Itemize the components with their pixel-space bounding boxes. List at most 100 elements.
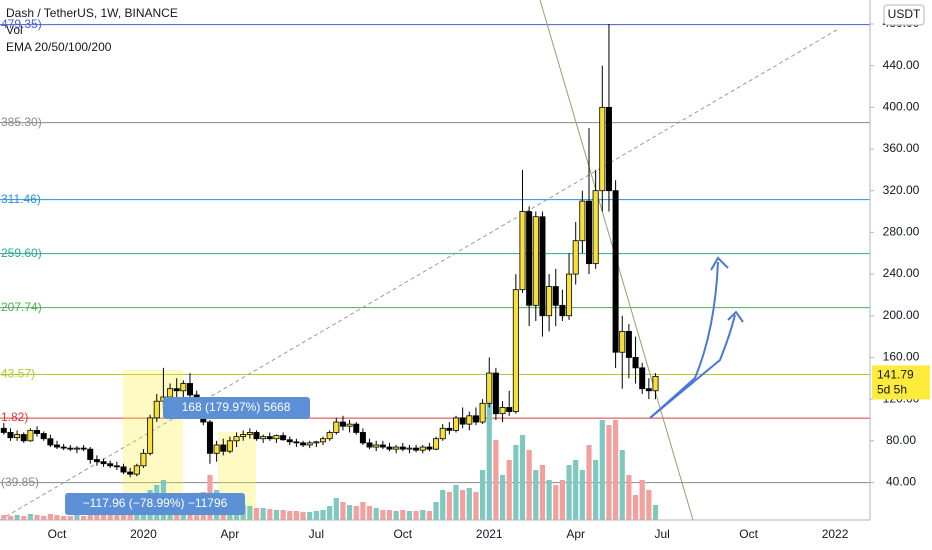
volume-bar (426, 511, 432, 520)
x-tick-label: Apr (566, 527, 585, 541)
volume-bar (406, 511, 413, 520)
volume-bar (593, 460, 599, 520)
candle-body (260, 436, 267, 440)
candle-body (233, 436, 240, 442)
candle-body (240, 434, 247, 438)
candle-body (14, 434, 21, 439)
candle-body (559, 304, 566, 317)
candle-body (20, 434, 27, 442)
volume-bar (646, 490, 652, 520)
candle-body (472, 415, 479, 423)
volume-bar (27, 514, 33, 520)
candle-body (27, 429, 34, 442)
volume-bar (100, 515, 107, 520)
candle-body (625, 330, 632, 358)
candle-body (140, 452, 147, 467)
candle-body (592, 190, 599, 265)
candle-body (452, 417, 459, 431)
volume-bar (340, 502, 346, 520)
volume-bar (626, 475, 632, 520)
candle-body (226, 440, 233, 452)
candle-body (426, 446, 433, 450)
volume-bar (493, 440, 499, 520)
candle-body (319, 438, 326, 443)
y-tick-label: 360.00 (883, 141, 920, 155)
candle-body (446, 427, 453, 431)
candle-body (486, 372, 493, 404)
level-label: (39.85) (1, 475, 39, 489)
candle-body (373, 444, 380, 448)
volume-bar (499, 475, 506, 520)
candle-body (100, 461, 107, 465)
fib-levels: 479.35) 385.30) 311.46) 259.60) 207.74) 43.57… (0, 17, 870, 489)
volume-bar (460, 490, 466, 520)
volume-bar (327, 506, 333, 520)
candle-body (406, 447, 413, 450)
volume-bar (386, 510, 393, 520)
volume-bar (360, 502, 366, 520)
level-label: 207.74) (1, 300, 42, 314)
measure-label: 168 (179.97%) 5668 (182, 400, 291, 414)
x-tick-label: Jul (654, 527, 669, 541)
volume-bar (54, 515, 60, 520)
volume-bar (347, 505, 353, 520)
volume-bar (120, 513, 127, 520)
volume-bar (420, 510, 426, 520)
candle-body (419, 446, 426, 451)
candle-body (439, 427, 446, 440)
volume-bar (280, 510, 286, 520)
volume-bar (366, 506, 373, 520)
candle-body (566, 273, 573, 317)
candle-body (512, 289, 519, 413)
candle-body (526, 211, 533, 306)
candle-body (326, 432, 333, 440)
candle-body (300, 442, 307, 446)
volume-bar (453, 485, 459, 520)
candle-body (605, 106, 612, 192)
measure-label-box (163, 397, 310, 419)
level-label: 43.57) (1, 367, 35, 381)
volume-bar (87, 512, 93, 520)
currency-button[interactable] (883, 4, 925, 26)
candle-body (393, 446, 400, 450)
measure-label: −117.96 (−78.99%) −11796 (83, 496, 228, 510)
y-tick-label: 160.00 (883, 350, 920, 364)
volume-bar (513, 445, 519, 520)
volume-bar (393, 511, 399, 520)
volume-bar (539, 465, 546, 520)
candle-body (293, 441, 300, 444)
level-label: 311.46) (1, 192, 41, 206)
candle-body (167, 388, 174, 398)
currency[interactable]: USDT (888, 7, 921, 21)
candle-body (586, 200, 593, 265)
candle-body (546, 286, 553, 317)
volume-bar (486, 380, 492, 520)
volume-bar (287, 511, 293, 520)
last-price: 141.79 (877, 368, 914, 382)
arrow (649, 261, 719, 419)
volume-bar (579, 470, 585, 520)
level-label: 385.30) (1, 115, 42, 129)
candle-body (359, 432, 366, 444)
volume-bar (41, 516, 47, 520)
volume-bar (67, 516, 73, 520)
candle-body (459, 417, 466, 425)
volume-bar (652, 505, 659, 520)
candle-body (60, 446, 67, 449)
x-tick-label: 2022 (822, 527, 849, 541)
volume-bar (1, 515, 7, 520)
candle-body (645, 388, 652, 392)
candle-body (73, 447, 80, 450)
x-tick-label: Oct (393, 527, 412, 541)
volume-bar (466, 488, 472, 520)
volume-bar (320, 510, 326, 520)
candle-body (7, 432, 14, 439)
volume-bar (127, 514, 133, 520)
volume-bar (107, 515, 113, 520)
candle-body (47, 438, 54, 446)
candle-body (466, 415, 473, 425)
y-tick-label: 40.00 (886, 475, 916, 489)
price-axis (870, 0, 932, 550)
